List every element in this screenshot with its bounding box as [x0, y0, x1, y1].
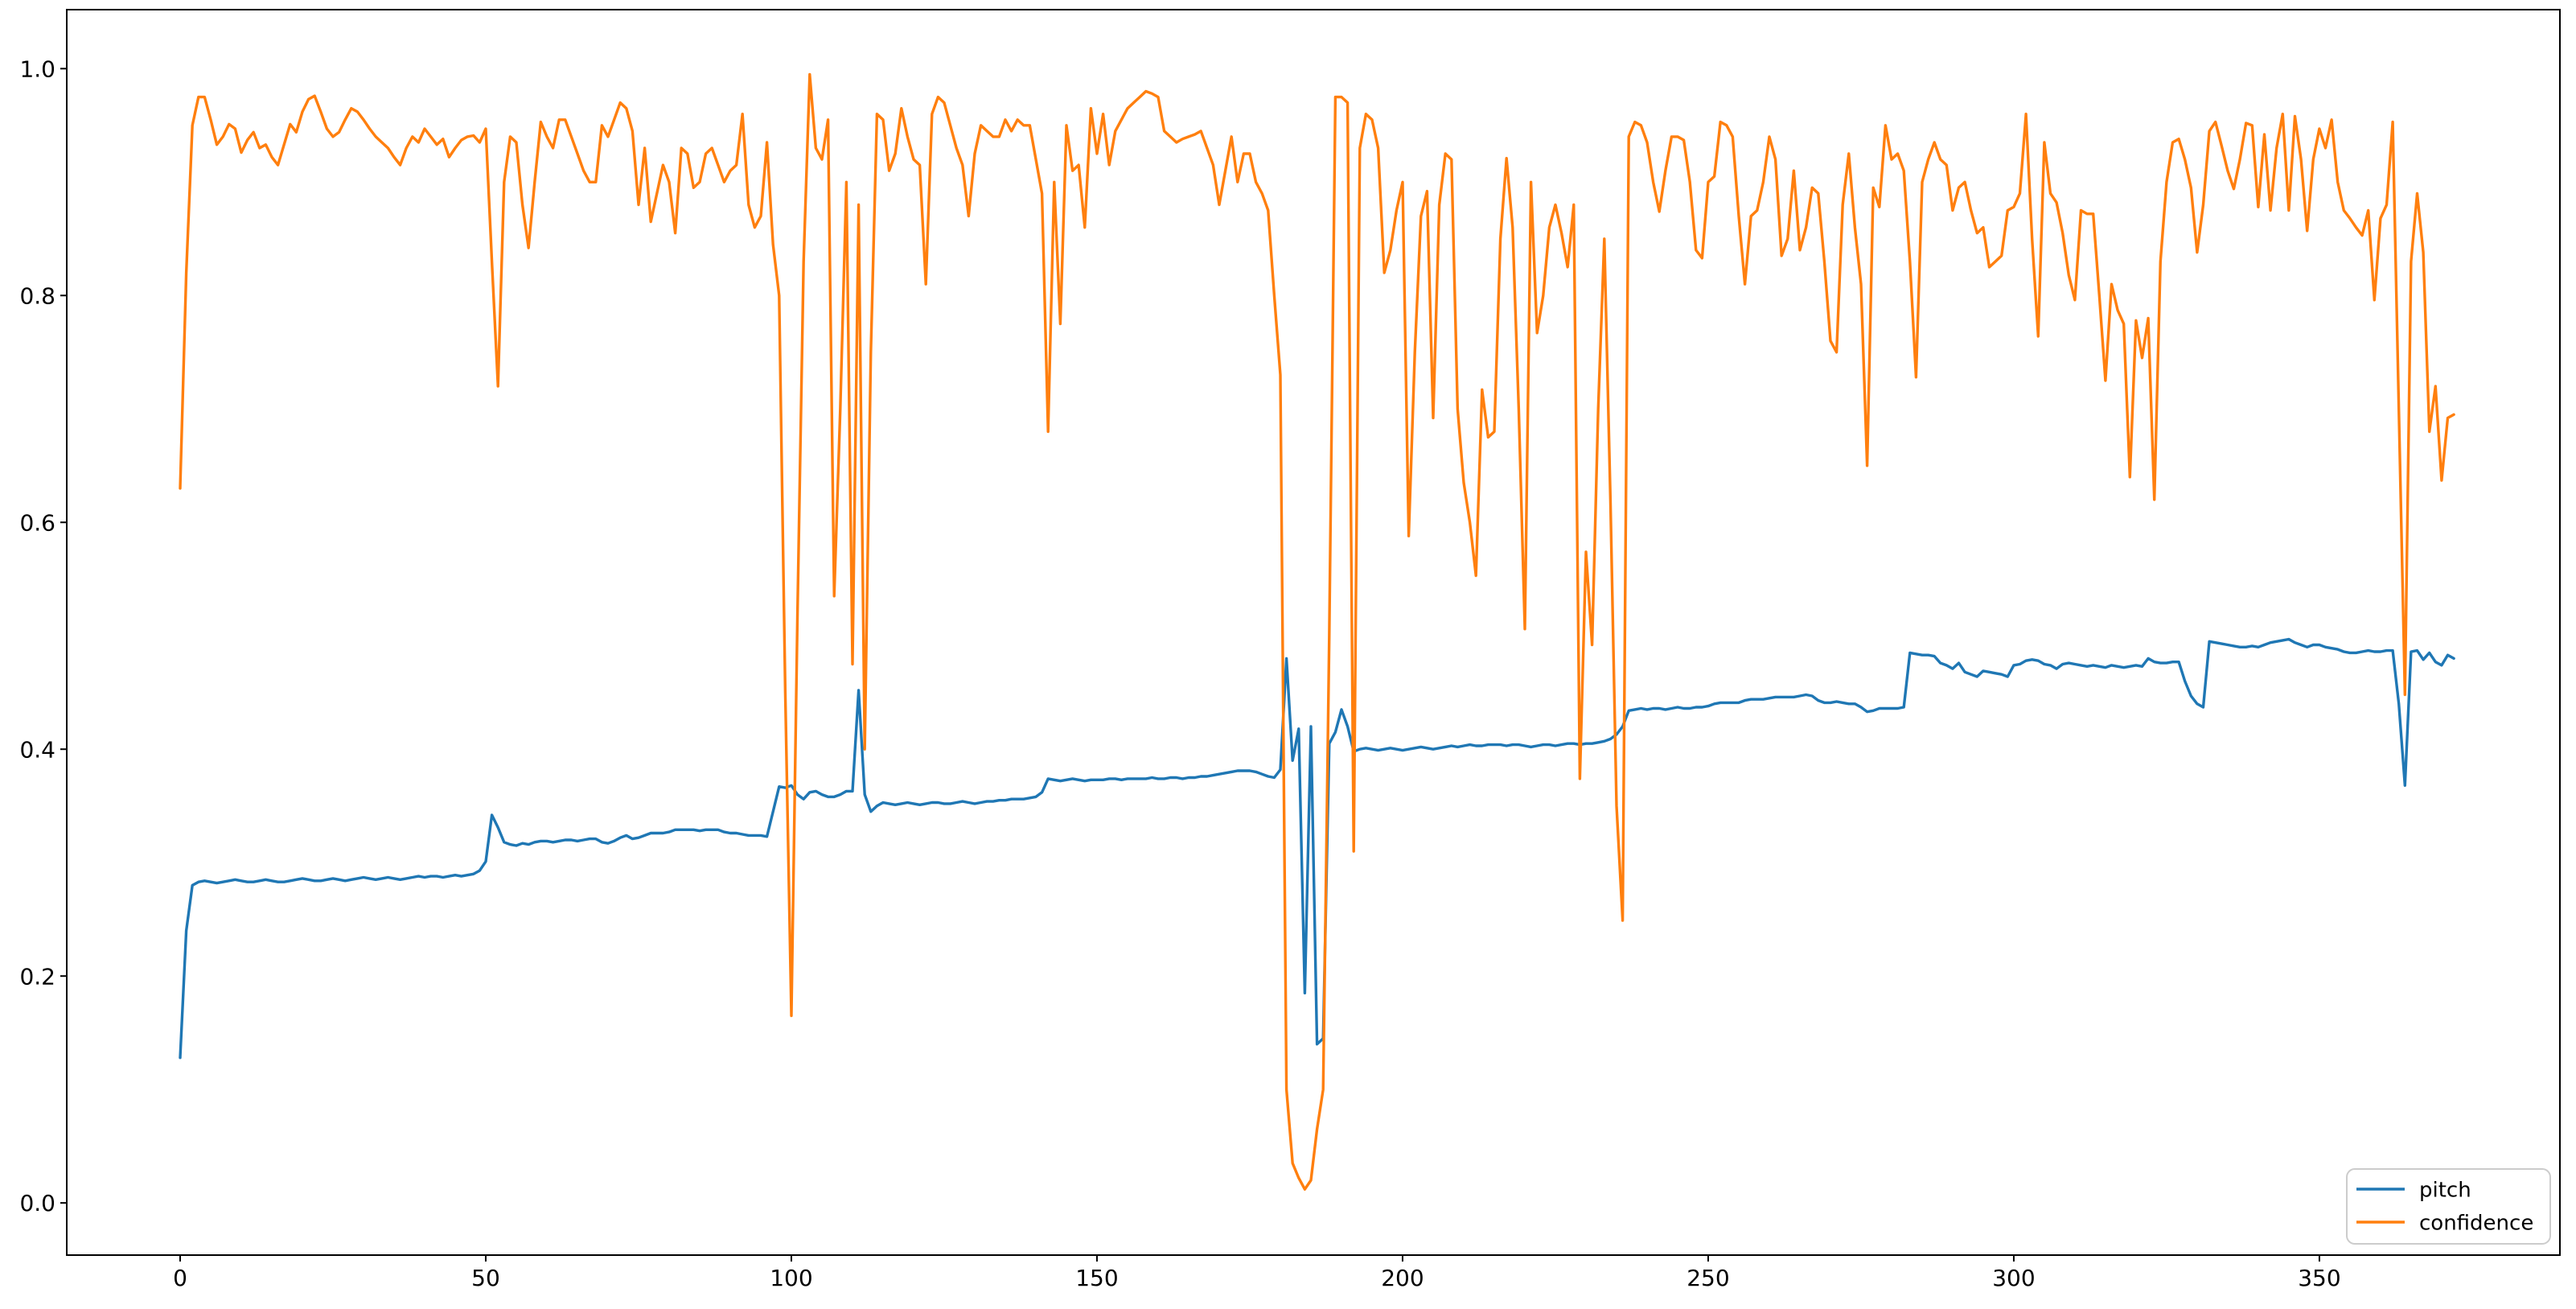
legend-label-pitch: pitch	[2419, 1178, 2471, 1202]
y-tick-label: 0.0	[19, 1190, 55, 1216]
y-tick-label: 0.8	[19, 282, 55, 309]
x-tick-label: 300	[1992, 1265, 2035, 1291]
y-tick-label: 0.6	[19, 509, 55, 536]
y-tick-label: 0.4	[19, 736, 55, 763]
x-tick-label: 350	[2298, 1265, 2340, 1291]
x-axis: 0 50 100 150 200 250 300 350	[173, 1255, 2341, 1291]
y-tick-label: 1.0	[19, 56, 55, 82]
series-line-pitch	[179, 637, 2455, 1060]
y-axis: 0.0 0.2 0.4 0.6 0.8 1.0	[19, 56, 67, 1216]
series-lines	[179, 72, 2455, 1191]
legend: pitch confidence	[2346, 1168, 2551, 1245]
x-tick-label: 0	[173, 1265, 187, 1291]
plot-border	[66, 9, 2561, 1256]
legend-label-confidence: confidence	[2419, 1211, 2533, 1235]
x-tick-label: 100	[770, 1265, 812, 1291]
x-tick-label: 200	[1381, 1265, 1424, 1291]
axes-frame	[66, 9, 2561, 1256]
x-tick-label: 150	[1075, 1265, 1118, 1291]
series-line-confidence	[179, 72, 2455, 1191]
y-tick-label: 0.2	[19, 963, 55, 990]
x-tick-label: 250	[1687, 1265, 1729, 1291]
x-tick-label: 50	[471, 1265, 500, 1291]
legend-box	[2346, 1168, 2551, 1245]
